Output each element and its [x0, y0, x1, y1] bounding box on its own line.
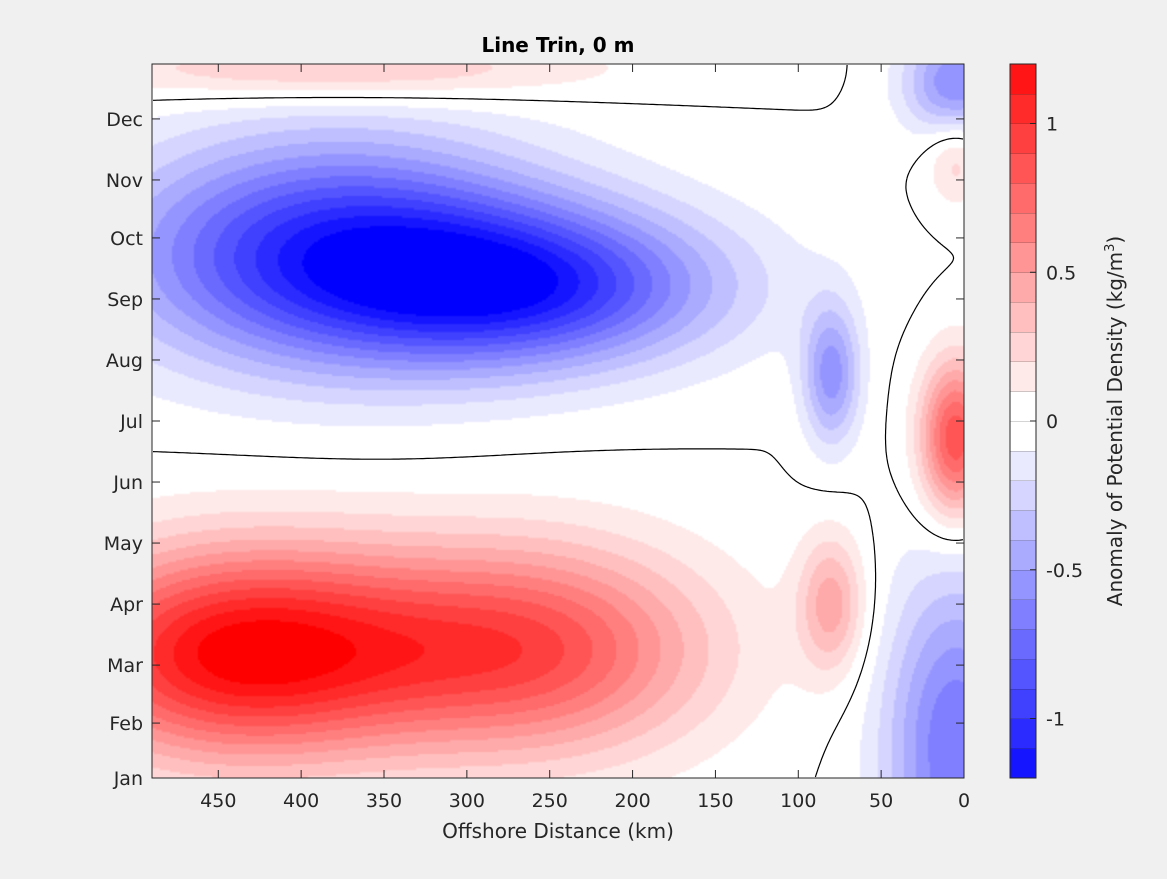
zero-contour-line	[152, 64, 964, 778]
colorbar-label-suffix: )	[1103, 236, 1127, 244]
y-tick-label: Jul	[119, 411, 143, 433]
y-tick-label: Nov	[106, 170, 143, 192]
colorbar-band	[1010, 64, 1036, 95]
density-anomaly-field	[152, 64, 964, 778]
colorbar-label-superscript: 3	[1103, 244, 1118, 252]
x-axis-label: Offshore Distance (km)	[442, 819, 674, 843]
colorbar-band	[1010, 510, 1036, 541]
x-tick-label: 0	[958, 790, 970, 812]
colorbar-band	[1010, 302, 1036, 333]
colorbar-band	[1010, 421, 1036, 452]
y-tick-label: Dec	[106, 109, 143, 131]
x-tick-label: 100	[780, 790, 816, 812]
colorbar-band	[1010, 93, 1036, 124]
x-tick-label: 250	[532, 790, 568, 812]
y-axis-ticks: Jan Feb Mar Apr May Jun Jul Aug Sep Oct Nov Dec	[104, 109, 964, 790]
x-tick-label: 50	[869, 790, 893, 812]
y-tick-label: Feb	[109, 713, 143, 735]
colorbar-band	[1010, 391, 1036, 422]
y-tick-label: Sep	[107, 289, 143, 311]
colorbar-band	[1010, 540, 1036, 571]
colorbar-band	[1010, 748, 1036, 779]
colorbar-band	[1010, 599, 1036, 630]
y-tick-label: Jan	[113, 768, 143, 790]
colorbar-tick-label: 0	[1046, 411, 1058, 433]
colorbar-bands	[1010, 63, 1036, 779]
x-tick-label: 150	[697, 790, 733, 812]
x-tick-label: 200	[614, 790, 650, 812]
y-tick-label: Apr	[110, 594, 143, 616]
colorbar-band	[1010, 361, 1036, 392]
x-axis-ticks: 450 400 350 300 250 200 150 100 50 0	[200, 64, 970, 812]
colorbar: -1 -0.5 0 0.5 1 Anomaly of Potential Density…	[1009, 63, 1127, 779]
colorbar-band	[1010, 450, 1036, 481]
colorbar-band	[1010, 659, 1036, 690]
colorbar-band	[1010, 272, 1036, 303]
colorbar-band	[1010, 183, 1036, 214]
chart-title: Line Trin, 0 m	[481, 33, 634, 57]
colorbar-band	[1010, 212, 1036, 243]
colorbar-band	[1010, 629, 1036, 660]
x-tick-label: 400	[283, 790, 319, 812]
colorbar-band	[1010, 718, 1036, 749]
x-tick-label: 350	[366, 790, 402, 812]
colorbar-ticks: -1 -0.5 0 0.5 1	[1030, 114, 1083, 731]
y-tick-label: Mar	[107, 655, 143, 677]
colorbar-band	[1010, 569, 1036, 600]
colorbar-band	[1010, 331, 1036, 362]
colorbar-tick-label: -0.5	[1046, 560, 1083, 582]
colorbar-band	[1010, 480, 1036, 511]
y-tick-label: Jun	[112, 472, 143, 494]
colorbar-band	[1010, 153, 1036, 184]
colorbar-label-text: Anomaly of Potential Density (kg/m	[1103, 252, 1127, 606]
y-tick-label: May	[104, 533, 143, 555]
colorbar-label: Anomaly of Potential Density (kg/m3)	[1103, 236, 1127, 606]
colorbar-band	[1010, 242, 1036, 273]
x-tick-label: 300	[449, 790, 485, 812]
x-tick-label: 450	[200, 790, 236, 812]
y-tick-label: Aug	[106, 350, 143, 372]
colorbar-band	[1010, 688, 1036, 719]
colorbar-tick-label: -1	[1046, 709, 1065, 731]
y-tick-label: Oct	[110, 228, 143, 250]
plot-area	[151, 63, 965, 779]
colorbar-tick-label: 0.5	[1046, 262, 1076, 284]
colorbar-band	[1010, 123, 1036, 154]
colorbar-tick-label: 1	[1046, 114, 1058, 136]
